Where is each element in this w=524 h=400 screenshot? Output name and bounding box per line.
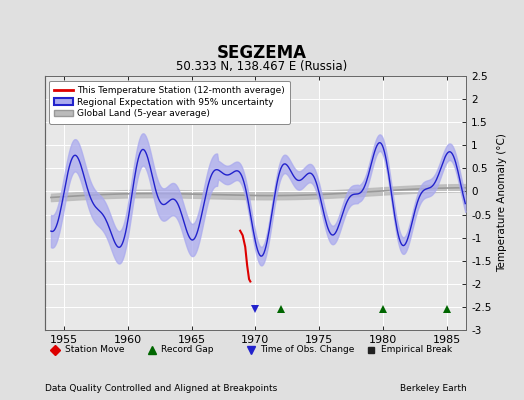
Text: SEGZEMA: SEGZEMA	[217, 44, 307, 62]
Text: Record Gap: Record Gap	[160, 345, 213, 354]
Legend: This Temperature Station (12-month average), Regional Expectation with 95% uncer: This Temperature Station (12-month avera…	[49, 80, 290, 124]
Text: Station Move: Station Move	[65, 345, 124, 354]
Text: 50.333 N, 138.467 E (Russia): 50.333 N, 138.467 E (Russia)	[177, 60, 347, 73]
Text: Time of Obs. Change: Time of Obs. Change	[260, 345, 355, 354]
Text: Empirical Break: Empirical Break	[381, 345, 452, 354]
Text: Data Quality Controlled and Aligned at Breakpoints: Data Quality Controlled and Aligned at B…	[45, 384, 277, 393]
Text: Berkeley Earth: Berkeley Earth	[400, 384, 466, 393]
Y-axis label: Temperature Anomaly (°C): Temperature Anomaly (°C)	[497, 134, 507, 272]
